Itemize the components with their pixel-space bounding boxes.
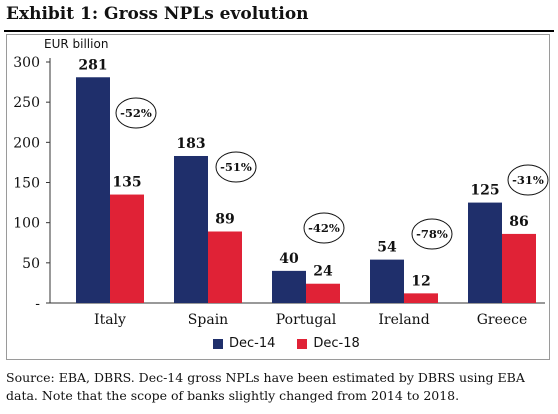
bar-dec14 [468, 202, 502, 303]
x-tick-label: Spain [188, 312, 228, 328]
change-annotation-circle [507, 164, 549, 196]
bar-dec14 [272, 270, 306, 303]
source-note: Source: EBA, DBRS. Dec-14 gross NPLs hav… [6, 370, 525, 403]
bar-dec18 [208, 231, 242, 303]
data-label-dec14: 40 [279, 251, 299, 267]
y-tick-label: 50 [22, 256, 40, 272]
bar-dec18 [404, 293, 438, 303]
legend-label-dec18: Dec-18 [313, 336, 360, 351]
data-label-dec18: 135 [112, 175, 141, 191]
data-label-dec18: 24 [313, 264, 333, 280]
data-label-dec14: 54 [377, 240, 397, 256]
bar-dec18 [502, 233, 536, 303]
y-tick-label: - [35, 296, 40, 312]
bar-dec18 [306, 283, 340, 303]
x-tick-label: Portugal [276, 312, 337, 328]
change-annotation-circle [115, 97, 157, 129]
change-annotation-label: -51% [220, 160, 252, 174]
bar-dec14 [174, 155, 208, 303]
y-tick-label: 300 [13, 55, 40, 71]
change-annotation-label: -52% [120, 106, 152, 120]
data-label-dec18: 12 [411, 273, 430, 289]
legend-item-dec18: Dec-18 [297, 336, 360, 351]
y-tick-label: 150 [13, 176, 40, 192]
x-tick-label: Italy [94, 312, 126, 328]
data-label-dec14: 281 [78, 57, 107, 73]
bar-dec18 [110, 194, 144, 303]
chart-frame [6, 34, 550, 360]
legend-swatch-dec18 [297, 338, 308, 349]
y-tick-label: 200 [13, 135, 40, 151]
data-label-dec14: 183 [176, 136, 205, 152]
legend-item-dec14: Dec-14 [213, 336, 275, 351]
x-tick-label: Ireland [378, 312, 429, 328]
y-tick-label: 250 [13, 95, 40, 111]
data-label-dec14: 125 [470, 183, 499, 199]
change-annotation-label: -31% [512, 173, 544, 187]
x-tick-label: Greece [477, 312, 528, 328]
change-annotation-label: -42% [308, 221, 340, 235]
change-annotation-label: -78% [416, 227, 448, 241]
y-axis-unit-label: EUR billion [44, 37, 109, 51]
data-label-dec18: 89 [215, 212, 234, 228]
bar-dec14 [370, 259, 404, 303]
y-tick-label: 100 [13, 216, 40, 232]
title-divider [4, 30, 554, 32]
change-annotation-circle [215, 151, 257, 183]
data-label-dec18: 86 [509, 214, 528, 230]
bar-dec14 [76, 77, 110, 303]
change-annotation-circle [411, 218, 453, 250]
legend: Dec-14 Dec-18 [213, 336, 360, 351]
change-annotation-circle [303, 212, 345, 244]
legend-swatch-dec14 [213, 338, 223, 349]
legend-label-dec14: Dec-14 [229, 336, 276, 351]
chart-title: Exhibit 1: Gross NPLs evolution [6, 4, 309, 24]
